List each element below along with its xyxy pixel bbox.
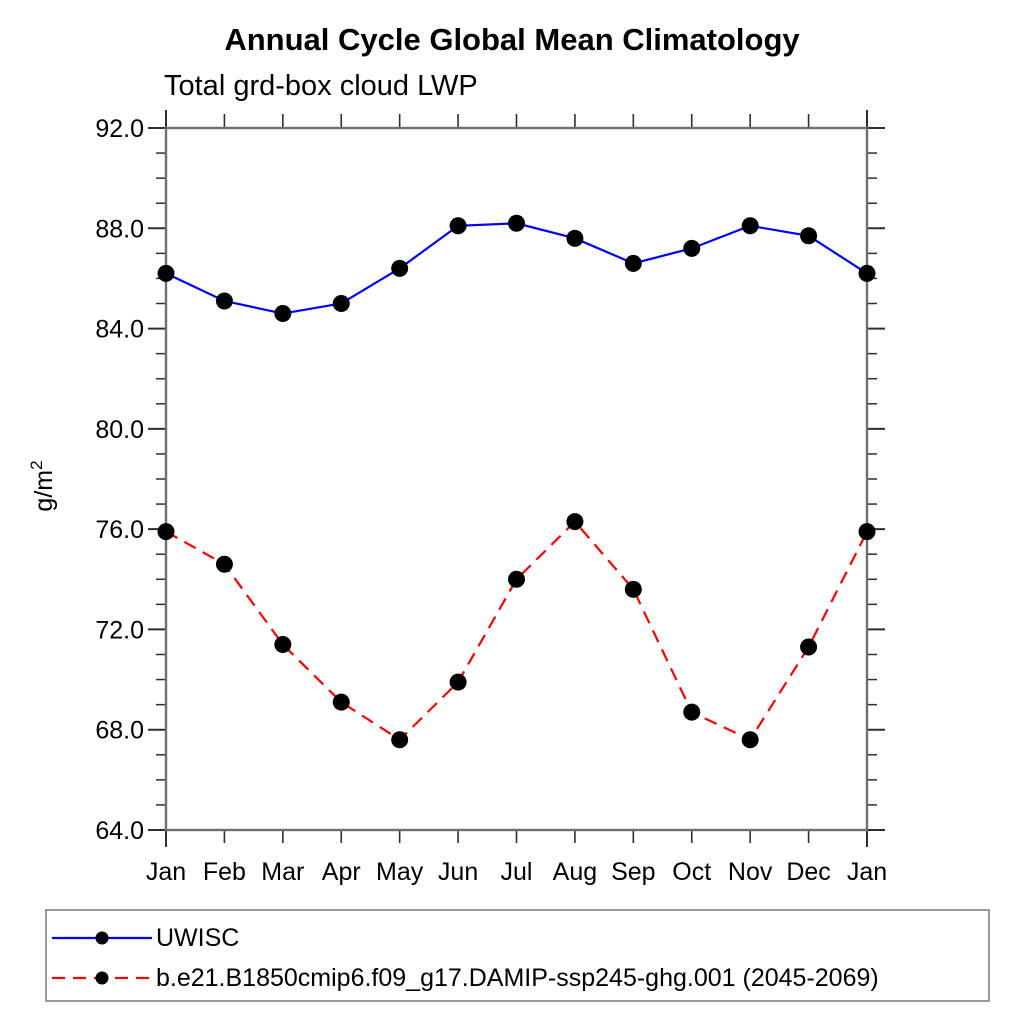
data-point — [683, 703, 701, 721]
data-point — [566, 229, 584, 247]
x-tick-label: Mar — [261, 858, 304, 886]
x-tick-label: Apr — [322, 858, 361, 886]
legend-line-solid-icon — [52, 931, 152, 945]
y-tick-label: 64.0 — [95, 817, 144, 845]
series-line-1 — [165, 520, 868, 742]
x-tick-label: Jun — [438, 858, 478, 886]
data-point — [508, 214, 525, 232]
y-tick-label: 80.0 — [95, 416, 144, 444]
legend-sample-marker — [95, 931, 109, 945]
data-point — [800, 638, 818, 656]
data-point — [332, 693, 350, 711]
legend-sample-marker — [95, 971, 109, 985]
y-tick-label: 72.0 — [95, 616, 144, 644]
data-point — [566, 513, 584, 531]
legend-label-uwisc: UWISC — [156, 923, 240, 952]
data-point — [858, 523, 876, 541]
x-tick-label: Sep — [611, 858, 655, 886]
data-point — [332, 295, 350, 312]
chart-subtitle: Total grd-box cloud LWP — [164, 70, 478, 102]
chart-title: Annual Cycle Global Mean Climatology — [224, 22, 800, 57]
legend-label-damip-ssp245-ghg: b.e21.B1850cmip6.f09_g17.DAMIP-ssp245-gh… — [156, 963, 879, 992]
data-point — [391, 731, 409, 749]
y-tick-label: 68.0 — [95, 717, 144, 745]
legend-line-dashed-icon — [52, 971, 152, 985]
x-tick-label: Nov — [728, 858, 773, 886]
data-point — [215, 555, 233, 573]
legend-item-uwisc: UWISC — [47, 924, 239, 952]
y-tick-label: 88.0 — [95, 215, 144, 243]
data-point — [858, 264, 876, 282]
data-point — [624, 580, 642, 598]
x-tick-label: May — [376, 858, 424, 886]
data-point — [741, 217, 759, 235]
series-line-0 — [165, 222, 868, 315]
x-tick-label: Oct — [672, 858, 711, 886]
data-point — [391, 259, 409, 277]
data-point — [624, 254, 642, 272]
y-tick-label: 76.0 — [95, 516, 144, 544]
data-point — [274, 305, 292, 323]
y-axis-label: g/m2 — [27, 460, 58, 511]
legend-box: UWISC b.e21.B1850cmip6.f09_g17.DAMIP-ssp… — [45, 909, 990, 1002]
data-point — [508, 570, 525, 588]
data-point — [800, 227, 818, 245]
data-point — [683, 239, 701, 257]
legend-item-damip-ssp245-ghg: b.e21.B1850cmip6.f09_g17.DAMIP-ssp245-gh… — [47, 964, 879, 992]
data-point — [449, 673, 467, 691]
data-point — [274, 635, 292, 653]
data-point — [449, 217, 467, 235]
data-point — [157, 523, 175, 541]
x-tick-label: Dec — [786, 858, 830, 886]
plot-frame — [164, 126, 869, 832]
data-point — [157, 264, 175, 282]
x-tick-label: Jan — [847, 858, 887, 886]
x-tick-label: Aug — [553, 858, 597, 886]
y-tick-label: 92.0 — [95, 115, 144, 143]
x-tick-label: Jul — [501, 858, 533, 886]
x-tick-label: Feb — [203, 858, 246, 886]
data-point — [741, 731, 759, 749]
y-tick-label: 84.0 — [95, 316, 144, 344]
x-tick-label: Jan — [146, 858, 186, 886]
data-point — [215, 292, 233, 310]
